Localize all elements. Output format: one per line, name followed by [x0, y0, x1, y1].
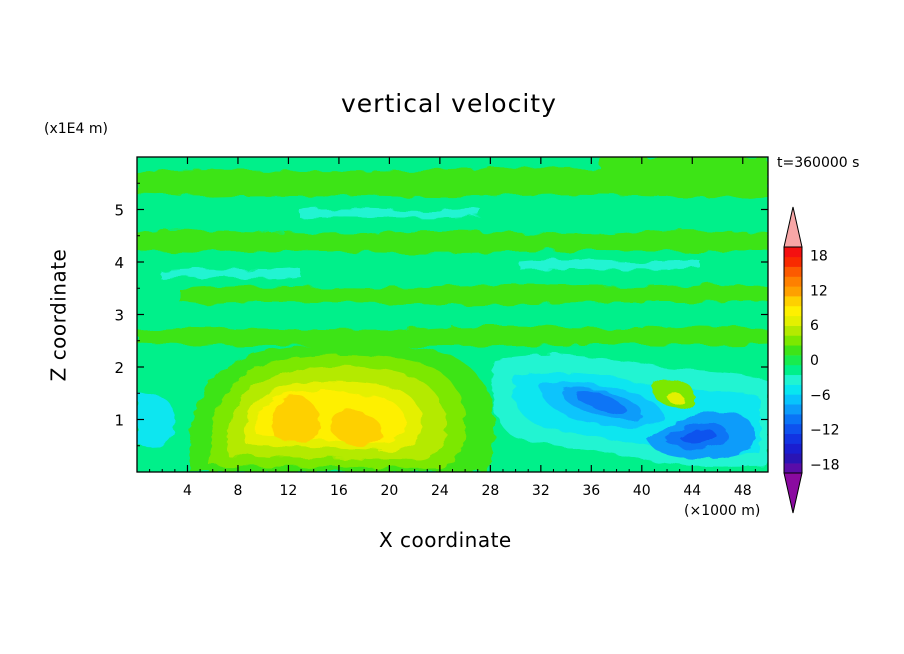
x-tick-label: 40 [633, 483, 651, 499]
colorbar-bin [784, 305, 802, 317]
y-axis-unit: (x1E4 m) [44, 121, 108, 137]
x-axis-ticks: 4 8 12 16 20 24 28 32 36 40 44 48 [149, 157, 756, 499]
negative-region-core-upper [574, 390, 627, 415]
time-label: t=360000 s [777, 155, 860, 171]
colorbar-min-extension [783, 472, 803, 514]
x-tick-label: 48 [734, 483, 752, 499]
colorbar-tick-label: 0 [810, 353, 819, 369]
colorbar-bin [784, 335, 802, 346]
colorbar-bin [784, 256, 802, 267]
x-axis-label: X coordinate [379, 528, 512, 552]
x-tick-label: 8 [233, 483, 242, 499]
colorbar-bin [784, 296, 802, 307]
colorbar-tick-label: −12 [810, 423, 840, 439]
colorbar-tick-label: −18 [810, 457, 840, 473]
chart-title: vertical velocity [341, 89, 557, 118]
x-tick-label: 44 [683, 483, 701, 499]
colorbar-bin [784, 266, 802, 277]
x-tick-label: 28 [481, 483, 499, 499]
contour-field [137, 157, 768, 472]
left-negative-patch [137, 392, 176, 447]
y-tick-label: 2 [114, 359, 124, 377]
colorbar-bin [784, 423, 802, 434]
x-tick-label: 4 [183, 483, 192, 499]
x-tick-label: 32 [532, 483, 550, 499]
x-axis-unit: (×1000 m) [684, 503, 761, 519]
colorbar-bin [784, 345, 802, 356]
colorbar-tick-label: −6 [810, 388, 831, 404]
colorbar-bin [784, 453, 802, 464]
colorbar-bin [784, 404, 802, 415]
y-tick-label: 1 [114, 412, 124, 430]
colorbar-bin [784, 443, 802, 454]
positive-plume-core-1 [271, 395, 321, 442]
positive-blob-right-core [666, 392, 684, 405]
y-tick-label: 3 [114, 307, 124, 325]
colorbar-frame [783, 246, 803, 474]
colorbar-bin [784, 374, 802, 385]
colorbar-bin [784, 276, 802, 287]
upper-negative-ribbons [160, 208, 700, 279]
colorbar-tick-label: 6 [810, 318, 819, 334]
x-tick-label: 20 [380, 483, 398, 499]
x-tick-label: 24 [431, 483, 449, 499]
colorbar-bin [784, 414, 802, 425]
negative-region-core-lower-inner [680, 430, 716, 445]
colorbar-max-extension [783, 206, 803, 248]
colorbar-bin [784, 463, 802, 474]
positive-plume-core-2 [329, 410, 383, 445]
colorbar-bin [784, 247, 802, 258]
y-axis-label: Z coordinate [46, 248, 71, 382]
colorbar-bin [784, 384, 802, 395]
y-axis-ticks: 1 2 3 4 5 [114, 182, 768, 447]
colorbar-bin [784, 433, 802, 444]
colorbar-bin [784, 315, 802, 326]
x-tick-label: 12 [280, 483, 298, 499]
colorbar-bin [784, 325, 802, 336]
colorbar-tick-label: 12 [810, 283, 828, 299]
colorbar-bin [784, 364, 802, 376]
upper-positive-streaks [137, 167, 768, 348]
colorbar-tick-label: 18 [810, 249, 828, 265]
y-tick-label: 5 [114, 202, 124, 220]
colorbar-bin [784, 286, 802, 297]
colorbar-bin [784, 394, 802, 405]
x-tick-label: 36 [582, 483, 600, 499]
colorbar: 18 12 6 0 −6 −12 −18 [783, 206, 840, 514]
colorbar-bin [784, 355, 802, 366]
x-tick-label: 16 [330, 483, 348, 499]
y-tick-label: 4 [114, 254, 124, 272]
